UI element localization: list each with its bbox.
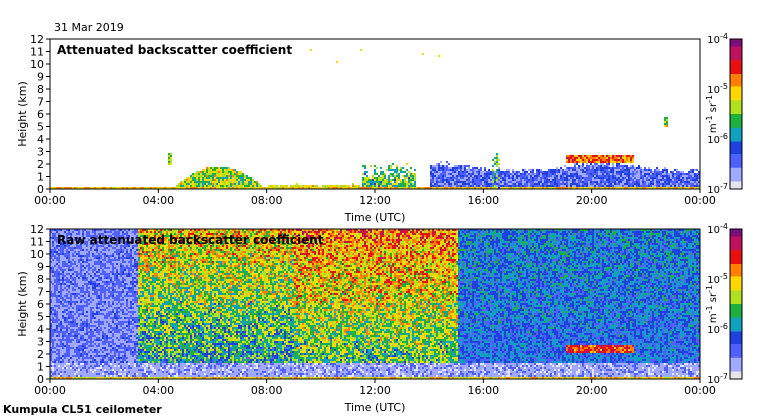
colorbar-tick-label: 10-5 — [707, 272, 728, 286]
y-tick-label: 2 — [37, 348, 44, 361]
y-tick-label: 12 — [30, 223, 44, 236]
x-tick-label: 00:00 — [34, 194, 66, 207]
x-tick-label: 04:00 — [142, 384, 174, 397]
x-tick-label: 08:00 — [251, 194, 283, 207]
colorbar-unit: m-1 sr-1 — [705, 95, 719, 133]
x-tick-label: 16:00 — [467, 194, 499, 207]
y-tick-label: 7 — [37, 286, 44, 299]
heatmap-cells — [50, 229, 700, 379]
y-tick-label: 6 — [37, 298, 44, 311]
x-tick-label: 12:00 — [359, 194, 391, 207]
y-tick-label: 7 — [37, 96, 44, 109]
y-tick-label: 6 — [37, 108, 44, 121]
x-tick-label: 20:00 — [576, 384, 608, 397]
y-tick-label: 5 — [37, 311, 44, 324]
colorbar-tick-label: 10-6 — [707, 132, 728, 146]
x-tick-label: 12:00 — [359, 384, 391, 397]
y-tick-label: 8 — [37, 273, 44, 286]
y-tick-label: 8 — [37, 83, 44, 96]
y-tick-label: 9 — [37, 261, 44, 274]
colorbar-unit: m-1 sr-1 — [705, 285, 719, 323]
x-tick-label: 20:00 — [576, 194, 608, 207]
x-tick-label: 00:00 — [34, 384, 66, 397]
y-tick-label: 1 — [37, 171, 44, 184]
y-tick-label: 9 — [37, 71, 44, 84]
colorbar-tick-label: 10-7 — [707, 372, 728, 386]
x-tick-label: 16:00 — [467, 384, 499, 397]
y-tick-label: 5 — [37, 121, 44, 134]
y-tick-label: 2 — [37, 158, 44, 171]
colorbar-tick-label: 10-4 — [707, 222, 728, 236]
y-tick-label: 1 — [37, 361, 44, 374]
y-axis-label: Height (km) — [16, 81, 29, 147]
date-label: 31 Mar 2019 — [54, 21, 124, 34]
colorbar: 10-4 10-5 10-6 10-7 m-1 sr-1 — [705, 222, 742, 386]
x-axis-label: Time (UTC) — [344, 401, 406, 414]
x-tick-label: 08:00 — [251, 384, 283, 397]
y-tick-label: 3 — [37, 336, 44, 349]
colorbar-tick-label: 10-6 — [707, 322, 728, 336]
y-axis-label: Height (km) — [16, 271, 29, 337]
y-tick-label: 10 — [30, 58, 44, 71]
y-tick-label: 12 — [30, 33, 44, 46]
y-tick-label: 4 — [37, 133, 44, 146]
y-tick-label: 11 — [30, 46, 44, 59]
colorbar-tick-label: 10-7 — [707, 182, 728, 196]
y-tick-label: 3 — [37, 146, 44, 159]
panel-title: Raw attenuated backscatter coefficient — [57, 233, 324, 247]
panel-title: Attenuated backscatter coefficient — [57, 43, 292, 57]
instrument-label: Kumpula CL51 ceilometer — [3, 403, 162, 416]
colorbar: 10-4 10-5 10-6 10-7 m-1 sr-1 — [705, 32, 742, 196]
x-axis-label: Time (UTC) — [344, 211, 406, 224]
y-tick-label: 4 — [37, 323, 44, 336]
colorbar-tick-label: 10-5 — [707, 82, 728, 96]
y-tick-label: 10 — [30, 248, 44, 261]
colorbar-tick-label: 10-4 — [707, 32, 728, 46]
x-tick-label: 04:00 — [142, 194, 174, 207]
y-tick-label: 11 — [30, 236, 44, 249]
